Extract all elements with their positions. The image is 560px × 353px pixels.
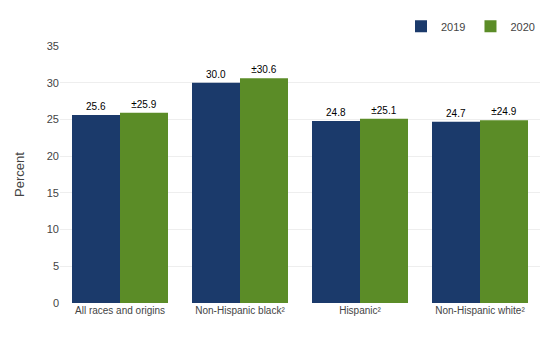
svg-text:20: 20 xyxy=(47,150,59,162)
svg-text:±24.9: ±24.9 xyxy=(491,106,516,117)
svg-text:0: 0 xyxy=(53,297,59,309)
svg-text:24.8: 24.8 xyxy=(326,107,346,118)
svg-text:Non-Hispanic black²: Non-Hispanic black² xyxy=(195,305,285,316)
svg-text:24.7: 24.7 xyxy=(446,108,466,119)
svg-text:Percent: Percent xyxy=(12,152,27,197)
svg-text:±25.1: ±25.1 xyxy=(371,105,396,116)
svg-text:2020: 2020 xyxy=(510,21,534,33)
svg-text:35: 35 xyxy=(47,40,59,52)
svg-text:25: 25 xyxy=(47,113,59,125)
svg-text:All races and origins: All races and origins xyxy=(75,305,165,316)
svg-text:±25.9: ±25.9 xyxy=(131,99,156,110)
svg-text:±30.6: ±30.6 xyxy=(251,64,276,75)
svg-text:30: 30 xyxy=(47,77,59,89)
svg-text:5: 5 xyxy=(53,260,59,272)
svg-text:Hispanic²: Hispanic² xyxy=(339,305,381,316)
svg-text:Non-Hispanic white²: Non-Hispanic white² xyxy=(435,305,525,316)
svg-text:10: 10 xyxy=(47,223,59,235)
svg-text:30.0: 30.0 xyxy=(206,69,226,80)
svg-text:2019: 2019 xyxy=(441,21,465,33)
svg-text:15: 15 xyxy=(47,187,59,199)
svg-text:25.6: 25.6 xyxy=(86,101,106,112)
